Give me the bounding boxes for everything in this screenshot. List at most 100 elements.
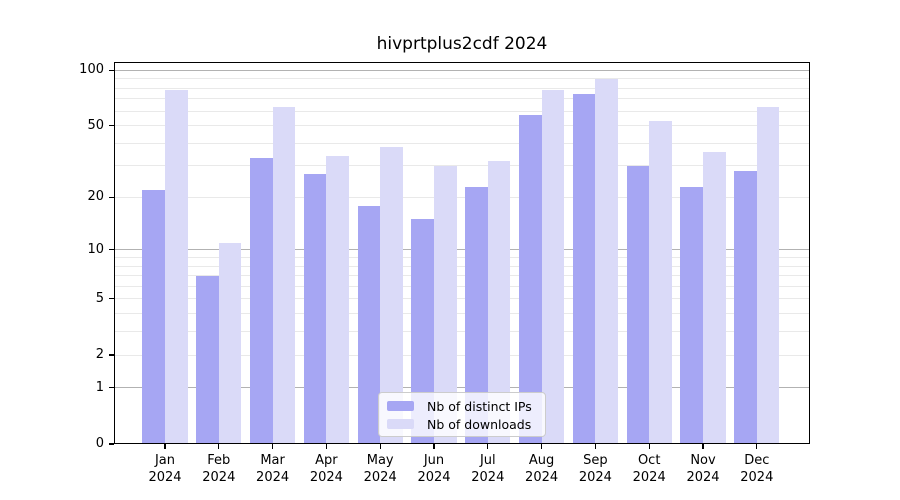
x-tick-label: Apr 2024: [296, 452, 356, 486]
bar-distinct-ips-mar: [250, 158, 273, 444]
y-tick-label: 10: [87, 241, 104, 257]
x-tick-mark: [433, 444, 435, 449]
bar-downloads-jul: [487, 160, 511, 444]
legend-label: Nb of downloads: [427, 416, 532, 432]
x-label-month: Dec: [744, 453, 770, 468]
x-label-month: Oct: [637, 453, 661, 468]
gridline-minor: [115, 87, 809, 89]
legend-label: Nb of distinct IPs: [427, 398, 532, 414]
bar-distinct-ips-jan: [142, 190, 165, 444]
x-label-year: 2024: [471, 470, 505, 485]
x-tick-label: Aug 2024: [512, 452, 572, 486]
x-tick-label: Jul 2024: [458, 452, 518, 486]
x-tick-label: Sep 2024: [565, 452, 625, 486]
x-tick-mark: [379, 444, 381, 449]
bar-downloads-feb: [218, 242, 242, 444]
x-tick-label: Dec 2024: [727, 452, 787, 486]
gridline-minor: [115, 331, 809, 333]
gridline-minor: [115, 298, 809, 300]
y-tick-mark: [109, 443, 114, 445]
bar-distinct-ips-jun: [411, 219, 434, 444]
y-tick-mark: [109, 69, 114, 71]
gridline-minor: [115, 125, 809, 127]
legend-item-downloads: Nb of downloads: [379, 415, 545, 433]
bar-distinct-ips-jul: [465, 186, 488, 444]
bar-downloads-mar: [272, 107, 296, 444]
bar-downloads-aug: [541, 90, 565, 444]
bar-distinct-ips-may: [357, 205, 381, 444]
y-tick-label: 1: [95, 379, 104, 395]
bar-distinct-ips-aug: [519, 115, 542, 444]
x-label-year: 2024: [578, 470, 612, 485]
y-tick-mark: [109, 249, 114, 251]
gridline-major: [115, 249, 809, 251]
x-label-year: 2024: [256, 470, 290, 485]
bar-distinct-ips-oct: [626, 165, 650, 444]
x-label-month: Jun: [423, 453, 445, 468]
y-tick-label: 50: [87, 117, 104, 133]
y-tick-mark: [109, 298, 114, 300]
gridline-minor: [115, 265, 809, 267]
bar-downloads-jan: [165, 90, 188, 444]
gridline-minor: [115, 313, 809, 315]
bar-downloads-apr: [326, 156, 349, 444]
legend-swatch: [387, 419, 414, 429]
bar-downloads-oct: [649, 120, 672, 444]
gridline-minor: [115, 98, 809, 100]
y-tick-mark: [109, 196, 114, 198]
x-tick-label: Mar 2024: [243, 452, 303, 486]
x-label-month: May: [366, 453, 394, 468]
y-tick-label: 20: [87, 189, 104, 205]
gridline-minor: [115, 165, 809, 167]
gridline-minor: [115, 196, 809, 198]
gridline-minor: [115, 285, 809, 287]
x-label-year: 2024: [632, 470, 666, 485]
x-tick-mark: [594, 444, 596, 449]
legend: Nb of distinct IPs Nb of downloads: [378, 392, 546, 437]
x-label-month: Feb: [207, 453, 231, 468]
x-label-year: 2024: [740, 470, 774, 485]
gridline-minor: [115, 142, 809, 144]
x-tick-label: May 2024: [350, 452, 410, 486]
gridline-major: [115, 387, 809, 389]
bar-downloads-jun: [434, 165, 457, 444]
x-label-month: Apr: [315, 453, 338, 468]
x-tick-mark: [325, 444, 327, 449]
x-label-month: Jul: [479, 453, 496, 468]
bar-distinct-ips-sep: [572, 94, 596, 444]
y-tick-label: 0: [95, 436, 104, 451]
x-label-month: Sep: [583, 453, 608, 468]
x-tick-label: Jan 2024: [135, 452, 195, 486]
chart-title: hivprtplus2cdf 2024: [376, 34, 548, 54]
x-label-year: 2024: [363, 470, 397, 485]
gridline-minor: [115, 78, 809, 80]
legend-item-distinct-ips: Nb of distinct IPs: [379, 397, 545, 415]
legend-swatch: [387, 401, 414, 411]
x-label-month: Jan: [154, 453, 176, 468]
bar-downloads-sep: [595, 78, 618, 444]
x-label-year: 2024: [525, 470, 559, 485]
bar-distinct-ips-apr: [303, 174, 327, 444]
gridline-minor: [115, 257, 809, 258]
x-tick-mark: [272, 444, 274, 449]
x-label-year: 2024: [202, 470, 236, 485]
bar-distinct-ips-nov: [680, 186, 703, 444]
x-tick-label: Jun 2024: [404, 452, 464, 486]
y-tick-mark: [109, 124, 114, 127]
x-tick-mark: [164, 444, 166, 449]
bar-distinct-ips-dec: [734, 171, 757, 444]
y-tick-mark: [109, 387, 114, 389]
x-tick-mark: [218, 444, 220, 449]
bar-downloads-nov: [703, 151, 726, 444]
y-tick-label: 2: [95, 347, 104, 363]
bar-distinct-ips-feb: [196, 275, 219, 444]
x-label-month: Mar: [260, 453, 285, 468]
y-tick-label: 5: [95, 290, 104, 306]
x-tick-mark: [756, 444, 758, 449]
gridline-minor: [115, 275, 809, 277]
x-label-year: 2024: [148, 470, 182, 485]
gridline-minor: [115, 110, 809, 112]
x-tick-label: Feb 2024: [189, 452, 249, 486]
bar-downloads-dec: [756, 107, 780, 444]
